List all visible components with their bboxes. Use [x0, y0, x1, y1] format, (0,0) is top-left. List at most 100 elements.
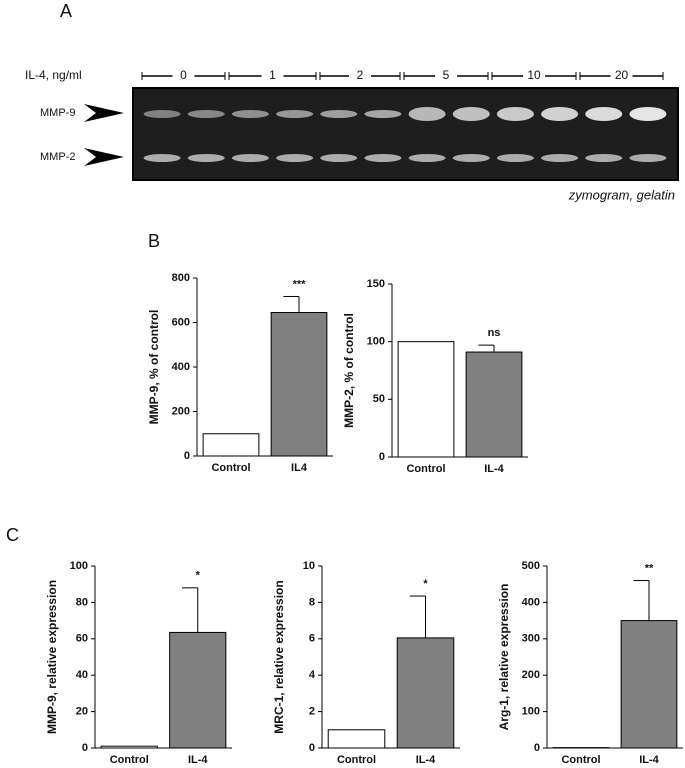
gel-band [541, 107, 579, 121]
bar [396, 637, 455, 749]
y-axis-label: MMP-2, % of control [342, 313, 356, 428]
significance: * [196, 570, 201, 582]
dose: 5 [443, 68, 450, 82]
bar [620, 620, 678, 749]
y-axis-label: MMP-9, relative expression [45, 580, 59, 734]
y-tick-label: 6 [309, 633, 315, 645]
y-tick-label: 40 [76, 669, 88, 681]
y-tick-label: 100 [367, 336, 385, 348]
dose-bg [523, 69, 545, 83]
x-tick-label: Control [561, 754, 600, 766]
significance: ** [645, 562, 654, 574]
gel-band [408, 154, 446, 162]
bar [270, 311, 328, 457]
y-tick-label: 0 [82, 742, 88, 754]
x-tick-label: IL-4 [639, 754, 659, 766]
x-tick-label: Control [337, 754, 376, 766]
band-label: MMP-9 [40, 107, 75, 119]
gel-band [187, 110, 225, 118]
y-axis-label: Arg-1, relative expression [497, 584, 511, 731]
dose-label: IL-4, ng/ml [25, 68, 82, 82]
y-tick-label: 50 [373, 393, 385, 405]
gel-band [452, 107, 490, 121]
dose: 0 [180, 68, 187, 82]
y-tick-label: 500 [522, 560, 540, 572]
y-axis-label: MMP-9, % of control [147, 310, 161, 425]
dose-bg [261, 69, 284, 83]
y-tick-label: 60 [76, 633, 88, 645]
bar [397, 341, 455, 458]
y-tick-label: 0 [309, 742, 315, 754]
dose: 2 [357, 68, 364, 82]
y-tick-label: 400 [522, 596, 540, 608]
panel-label: C [6, 525, 19, 545]
gel-band [364, 154, 402, 162]
bar [465, 351, 523, 458]
x-tick-label: Control [211, 462, 250, 474]
y-tick-label: 150 [367, 278, 385, 290]
gel-band [541, 154, 579, 162]
bar [327, 729, 386, 749]
gel-band [143, 154, 181, 162]
gel-band [231, 110, 269, 118]
y-tick-label: 2 [309, 706, 315, 718]
gel-band [408, 107, 446, 121]
y-tick-label: 400 [172, 361, 190, 373]
dose-bg [435, 69, 457, 83]
x-tick-label: IL4 [291, 462, 308, 474]
gel-band [496, 154, 534, 162]
y-tick-label: 0 [379, 451, 385, 463]
arrow [84, 148, 124, 166]
dose-bg [610, 69, 633, 83]
gel-band [629, 107, 667, 121]
y-tick-label: 0 [534, 742, 540, 754]
gel-image [132, 87, 679, 181]
gel-band [364, 110, 402, 118]
x-tick-label: IL-4 [416, 754, 436, 766]
significance: * [423, 578, 428, 590]
x-tick-label: IL-4 [188, 754, 208, 766]
panel-label: B [148, 231, 160, 251]
x-tick-label: Control [110, 754, 149, 766]
x-tick-label: IL-4 [484, 463, 504, 475]
gel-band [629, 154, 667, 162]
gel-band [187, 154, 225, 162]
gel-band [585, 107, 623, 121]
gel-caption: zymogram, gelatin [568, 187, 675, 202]
bar [100, 745, 158, 749]
y-tick-label: 10 [303, 560, 315, 572]
gel-band [585, 154, 623, 162]
significance: ns [488, 327, 501, 339]
dose: 10 [527, 68, 541, 82]
gel-band [143, 110, 181, 118]
gel-band [320, 154, 358, 162]
x-tick-label: Control [406, 463, 445, 475]
gel-band [276, 154, 314, 162]
dose-bg [349, 69, 371, 83]
gel-band [452, 154, 490, 162]
y-tick-label: 200 [522, 669, 540, 681]
dose-bg [172, 69, 195, 83]
y-tick-label: 800 [172, 272, 190, 284]
gel-band [320, 110, 358, 118]
gel-band [276, 110, 314, 118]
y-tick-label: 80 [76, 596, 88, 608]
gel-band [496, 107, 534, 121]
y-tick-label: 4 [309, 669, 316, 681]
bar [202, 433, 260, 457]
panel-label: A [60, 1, 72, 21]
significance: *** [293, 278, 307, 290]
y-tick-label: 300 [522, 633, 540, 645]
band-label: MMP-2 [40, 151, 75, 163]
dose: 1 [269, 68, 276, 82]
y-axis-label: MRC-1, relative expression [272, 580, 286, 733]
bar [169, 631, 227, 749]
y-tick-label: 8 [309, 596, 315, 608]
y-tick-label: 0 [184, 450, 190, 462]
arrow [84, 104, 124, 122]
gel-band [231, 154, 269, 162]
y-tick-label: 100 [70, 560, 88, 572]
y-tick-label: 100 [522, 706, 540, 718]
y-tick-label: 200 [172, 405, 190, 417]
